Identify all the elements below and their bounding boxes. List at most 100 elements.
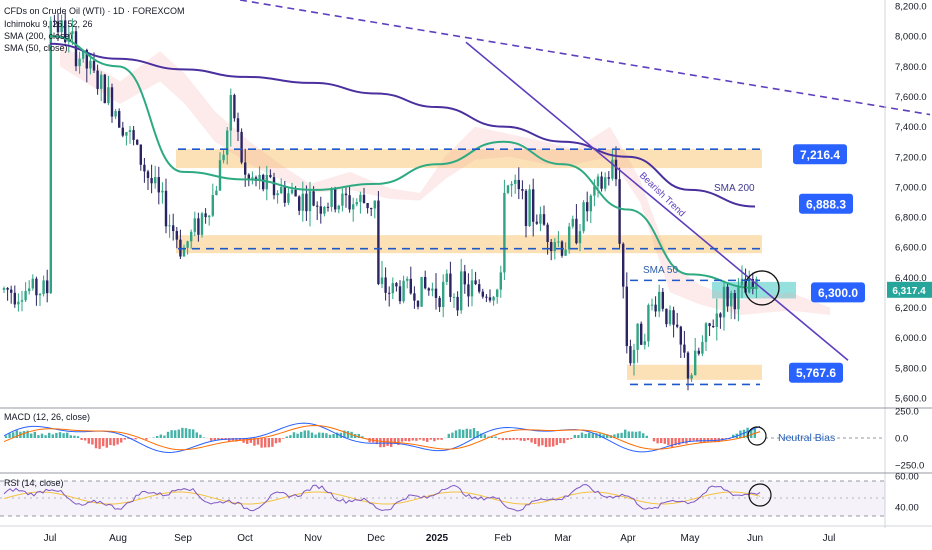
candle-body [517,179,520,190]
macd-histogram-bar [246,438,249,444]
macd-histogram-bar [98,438,101,449]
candle [470,269,474,307]
candle-body [672,310,675,325]
candle [568,222,571,254]
candle-body [478,284,481,292]
candle [226,127,229,165]
macd-histogram-bar [343,430,346,438]
candle-body [13,292,16,305]
macd-histogram-bar [210,438,213,441]
candle [330,186,333,212]
macd-histogram-bar [436,438,440,440]
candle-body [406,278,409,281]
candle-body [114,111,117,117]
macd-histogram-bar [458,429,461,438]
candle-body [438,297,441,308]
candle [71,18,74,46]
macd-histogram-bar [552,438,555,447]
level-label-box [799,193,853,214]
candle-body [308,191,312,212]
macd-histogram-bar [159,434,162,438]
macd-histogram-bar [357,433,360,438]
candle [424,270,427,290]
level-label-text: 5,767.6 [796,366,836,380]
candle-body [64,20,67,43]
candle-body [683,344,686,353]
macd-histogram-bar [555,438,558,446]
macd-histogram-bar [454,430,458,438]
macd-histogram-bar [674,438,677,446]
candle-body [557,241,560,243]
level-label: 7,216.4 [793,144,847,165]
candle-body [2,288,6,290]
candle-body [550,242,553,252]
macd-histogram-bar [379,438,382,448]
candle [697,347,700,356]
candle [38,293,42,307]
candle-body [431,288,434,291]
macd-histogram-bar [127,438,130,439]
macd-histogram-bar [235,438,238,442]
candle-body [193,218,196,232]
candle [564,242,567,256]
macd-histogram-bar [732,434,735,438]
candle-body [614,159,618,180]
candle [719,312,722,329]
candle-body [20,300,24,302]
candle [622,242,625,299]
candle-body [35,278,38,296]
candle [730,290,733,320]
candle [722,280,726,331]
macd-histogram-bar [588,432,591,438]
candle [110,83,114,123]
candle-body [251,177,254,179]
candle [143,158,146,183]
macd-histogram-bar [544,438,548,448]
candle-body [751,278,754,290]
candle [388,286,391,307]
candle [582,200,585,234]
candle-body [85,49,88,69]
macd-histogram-bar [282,438,285,439]
macd-histogram-bar [530,438,533,443]
neutral-bias-label: Neutral Bias [778,432,835,444]
macd-histogram-bar [321,432,324,438]
macd-histogram-bar [584,433,587,438]
macd-histogram-bar [278,438,281,443]
macd-histogram-bar [166,431,170,438]
macd-histogram-bar [48,432,51,438]
macd-histogram-bar [238,438,242,441]
candle [676,312,679,329]
candle-body [96,70,99,89]
candle [377,191,380,286]
candle-body [571,218,574,227]
macd-histogram-bar [274,438,278,444]
ichimoku-cloud [60,43,830,316]
macd-histogram-bar [516,438,519,440]
candle-body [121,127,124,136]
candle [168,214,171,238]
macd-histogram-bar [508,438,512,441]
level-label-box [789,362,843,383]
candle-body [341,193,344,206]
candle [506,184,510,195]
macd-histogram-bar [415,438,418,441]
candle [485,294,488,303]
candle-body [380,277,384,285]
candle-body [208,215,211,218]
macd-histogram-bar [30,433,33,438]
candle-body [499,272,502,290]
macd-histogram-bar [105,438,108,448]
candle-body [449,273,452,297]
candle [658,284,661,318]
candle-body [676,324,679,327]
x-tick-label: Aug [109,533,127,544]
candle [442,274,445,318]
candle-body [182,247,186,257]
candle [503,179,506,281]
candle-body [211,195,214,216]
macd-histogram-bar [678,438,681,445]
candle [431,282,434,297]
